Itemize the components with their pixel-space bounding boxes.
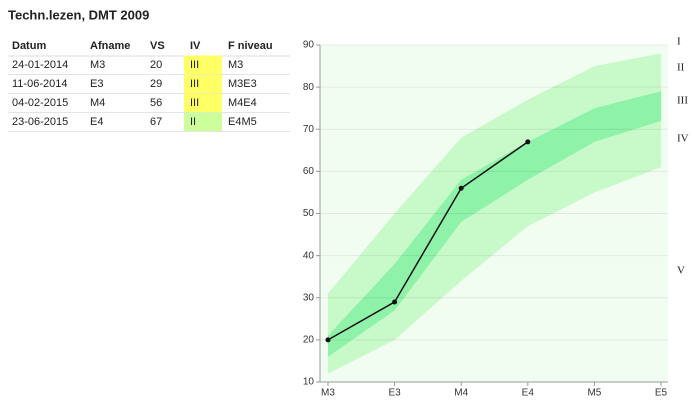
zone-label: V [677,265,685,277]
y-tick-label: 70 [303,124,315,135]
x-tick-label: M3 [321,388,335,399]
x-tick-label: M5 [587,388,601,399]
x-tick-label: E4 [522,388,535,399]
iv-cell [184,74,222,94]
y-tick-label: 60 [303,166,315,177]
table-cell: 29 [150,78,162,90]
table-cell: 11-06-2014 [12,78,67,90]
table-cell: M3 [90,59,105,71]
iv-cell [184,93,222,113]
point [525,139,531,145]
table-header: Datum [12,40,46,52]
table-cell: III [190,59,199,71]
y-tick-label: 40 [303,250,315,261]
table-cell: III [190,78,199,90]
table-cell: M4E4 [228,97,257,109]
table-cell: 56 [150,97,162,109]
table-header: F niveau [228,40,273,52]
zone-label: III [677,95,688,107]
table-header: IV [190,40,201,52]
x-tick-label: M4 [454,388,468,399]
band [328,91,661,357]
table-header: VS [150,40,165,52]
table-cell: E4 [90,116,103,128]
table-cell: E4M5 [228,116,257,128]
x-tick-label: E3 [388,388,401,399]
table-cell: 20 [150,59,162,71]
y-tick-label: 50 [303,208,315,219]
table-cell: 67 [150,116,162,128]
y-tick-label: 10 [303,377,315,388]
point [325,337,331,343]
iv-cell [184,55,222,75]
iv-cell [184,112,222,132]
table-cell: 24-01-2014 [12,59,68,71]
x-tick-label: E5 [655,388,668,399]
y-tick-label: 80 [303,82,315,93]
table-cell: M3 [228,59,243,71]
zone-label: I [677,36,681,48]
table-cell: M3E3 [228,78,257,90]
y-tick-label: 20 [303,335,315,346]
zone-label: II [677,62,685,74]
table-cell: 23-06-2015 [12,116,68,128]
line [327,141,529,341]
zone-label: IV [677,133,689,145]
table-cell: 04-02-2015 [12,97,68,109]
table-header: Afname [90,40,130,52]
page-title: Techn.lezen, DMT 2009 [8,7,149,22]
table-cell: II [190,116,196,128]
table-cell: E3 [90,78,103,90]
y-tick-label: 90 [303,40,315,51]
table-cell: M4 [90,97,105,109]
table-cell: III [190,97,199,109]
point [392,299,398,305]
point [458,185,464,191]
y-tick-label: 30 [303,292,315,303]
